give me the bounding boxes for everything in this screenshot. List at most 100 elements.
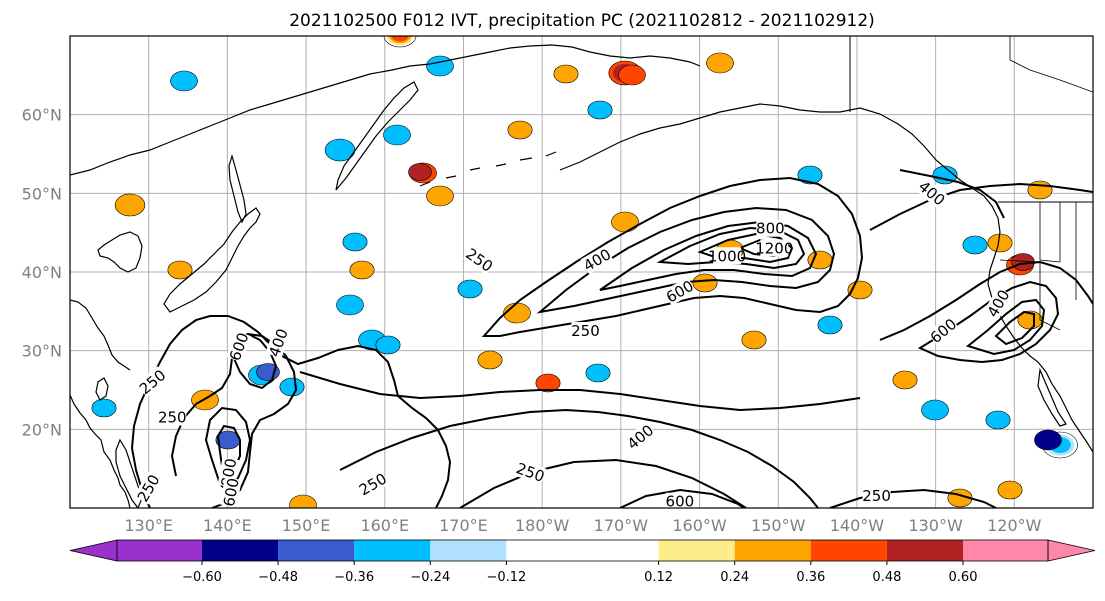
colorbar-segment (810, 540, 887, 561)
russia-far-east-coastline (70, 44, 701, 176)
lat-tick-label: 50°N (22, 184, 62, 203)
colorbar-segment (430, 540, 507, 561)
asia-coastline (70, 394, 131, 508)
contour-label: 600 (666, 493, 695, 511)
precip-pc-shading (535, 373, 561, 393)
precip-pc-shading (457, 279, 483, 299)
lon-tick-label: 160°E (360, 516, 409, 535)
precip-pc-shading (997, 480, 1023, 500)
gridlines (70, 36, 1093, 508)
contour-label-background (265, 326, 291, 359)
precip-pc-shading (892, 370, 918, 390)
ivt-contour-250-south (339, 408, 819, 508)
state-borders (999, 36, 1093, 331)
contour-label: 250 (571, 322, 600, 340)
colorbar-tick-label: −0.60 (182, 570, 222, 585)
contour-label: 250 (862, 487, 891, 505)
ivt-contour-400-central (536, 206, 836, 314)
contour-label: 1000 (708, 247, 746, 265)
aleutian-islands (419, 151, 557, 187)
contour-label-background (665, 492, 694, 508)
taiwan-coastline (95, 377, 109, 401)
coastlines (70, 36, 1093, 508)
precip-pc-shading (408, 163, 432, 181)
ivt-contour-250-central (481, 176, 864, 337)
contour-label-background (663, 276, 696, 306)
colorbar-tick-label: 0.36 (796, 570, 825, 585)
colorbar-extend-under (69, 539, 118, 562)
ivt-contour-250-northeast (869, 182, 1093, 231)
lat-tick-label: 20°N (22, 420, 62, 439)
north-america-west-coastline (983, 195, 1093, 453)
precip-pc-shading (503, 302, 531, 324)
ivt-contour-400-na (917, 280, 1060, 364)
ivt-contour-250-na (879, 260, 1093, 341)
colorbar-outline (116, 539, 1049, 562)
precip-pc-shading (585, 363, 611, 383)
contour-label-background (756, 219, 785, 237)
lon-tick-label: 150°W (751, 516, 806, 535)
alaska-coastline (559, 103, 985, 197)
contour-label: 1200 (755, 239, 793, 257)
ivt-contour-800-na (994, 310, 1035, 346)
lon-tick-label: 120°W (987, 516, 1042, 535)
precip-pc-shading (342, 232, 368, 252)
longitude-ticks: 130°E 140°E 150°E 160°E 170°E 180°W 170°W 160°W… (124, 516, 1041, 535)
lon-tick-label: 130°E (124, 516, 173, 535)
korea-coastline (97, 231, 143, 273)
lon-tick-label: 160°W (672, 516, 727, 535)
precip-pc-shading (507, 120, 533, 140)
chart-title: 2021102500 F012 IVT, precipitation PC (2… (289, 11, 875, 31)
japan-coastline (163, 207, 261, 313)
precip-pc-shading (289, 494, 317, 508)
lon-tick-label: 150°E (282, 516, 331, 535)
precip-pc-shading (817, 315, 843, 335)
precip-pc-shading (167, 260, 193, 280)
kamchatka-coastline (335, 81, 419, 191)
colorbar-tick-label: 0.48 (872, 570, 901, 585)
contour-label-background (133, 471, 163, 505)
map-frame (69, 35, 1094, 509)
precip-pc-shading (587, 100, 613, 120)
precip-pc-shading (611, 211, 639, 233)
contour-label-background (514, 459, 547, 485)
china-east-coastline (70, 299, 131, 371)
colorbar-segment (202, 540, 279, 561)
lon-tick-label: 140°E (203, 516, 252, 535)
precip-pc-shading (962, 235, 988, 255)
contour-label: 600 (220, 477, 243, 508)
precip-pc-shading (477, 350, 503, 370)
ivt-contour-400-canada (899, 169, 1005, 219)
precip-pc-shading (375, 335, 401, 355)
colorbar: −0.60 −0.48 −0.36 −0.24 −0.12 0.12 0.24 0.36 0.4… (69, 539, 1096, 585)
contour-label-background (220, 476, 242, 508)
colorbar-segment (734, 540, 811, 561)
contour-label: 250 (158, 409, 187, 427)
colorbar-tick-label: −0.24 (410, 570, 450, 585)
precip-pc-shading (279, 377, 305, 397)
precip-pc-shading (170, 70, 198, 92)
lon-tick-label: 180°W (515, 516, 570, 535)
ivt-contour-600-south (619, 488, 745, 508)
colorbar-segment (117, 540, 202, 561)
precip-pc-shading (797, 165, 823, 185)
contour-label-background (463, 244, 496, 275)
latitude-ticks: 20°N 30°N 40°N 50°N 60°N (22, 106, 62, 440)
philippines-coastline (115, 438, 143, 508)
contour-label-background (580, 245, 614, 275)
lon-tick-label: 170°W (594, 516, 649, 535)
precip-pc-shading (1027, 180, 1053, 200)
precip-pc-shading (706, 52, 734, 74)
precipitation-pc-shading (91, 36, 1078, 508)
colorbar-tick-label: −0.36 (334, 570, 374, 585)
precip-pc-shading (336, 294, 364, 316)
colorbar-segment (658, 540, 735, 561)
precip-pc-shading (985, 410, 1011, 430)
precip-pc-shading (91, 398, 117, 418)
precip-pc-shading (114, 193, 146, 217)
colorbar-extend-over (1047, 539, 1096, 562)
lat-tick-label: 40°N (22, 263, 62, 282)
